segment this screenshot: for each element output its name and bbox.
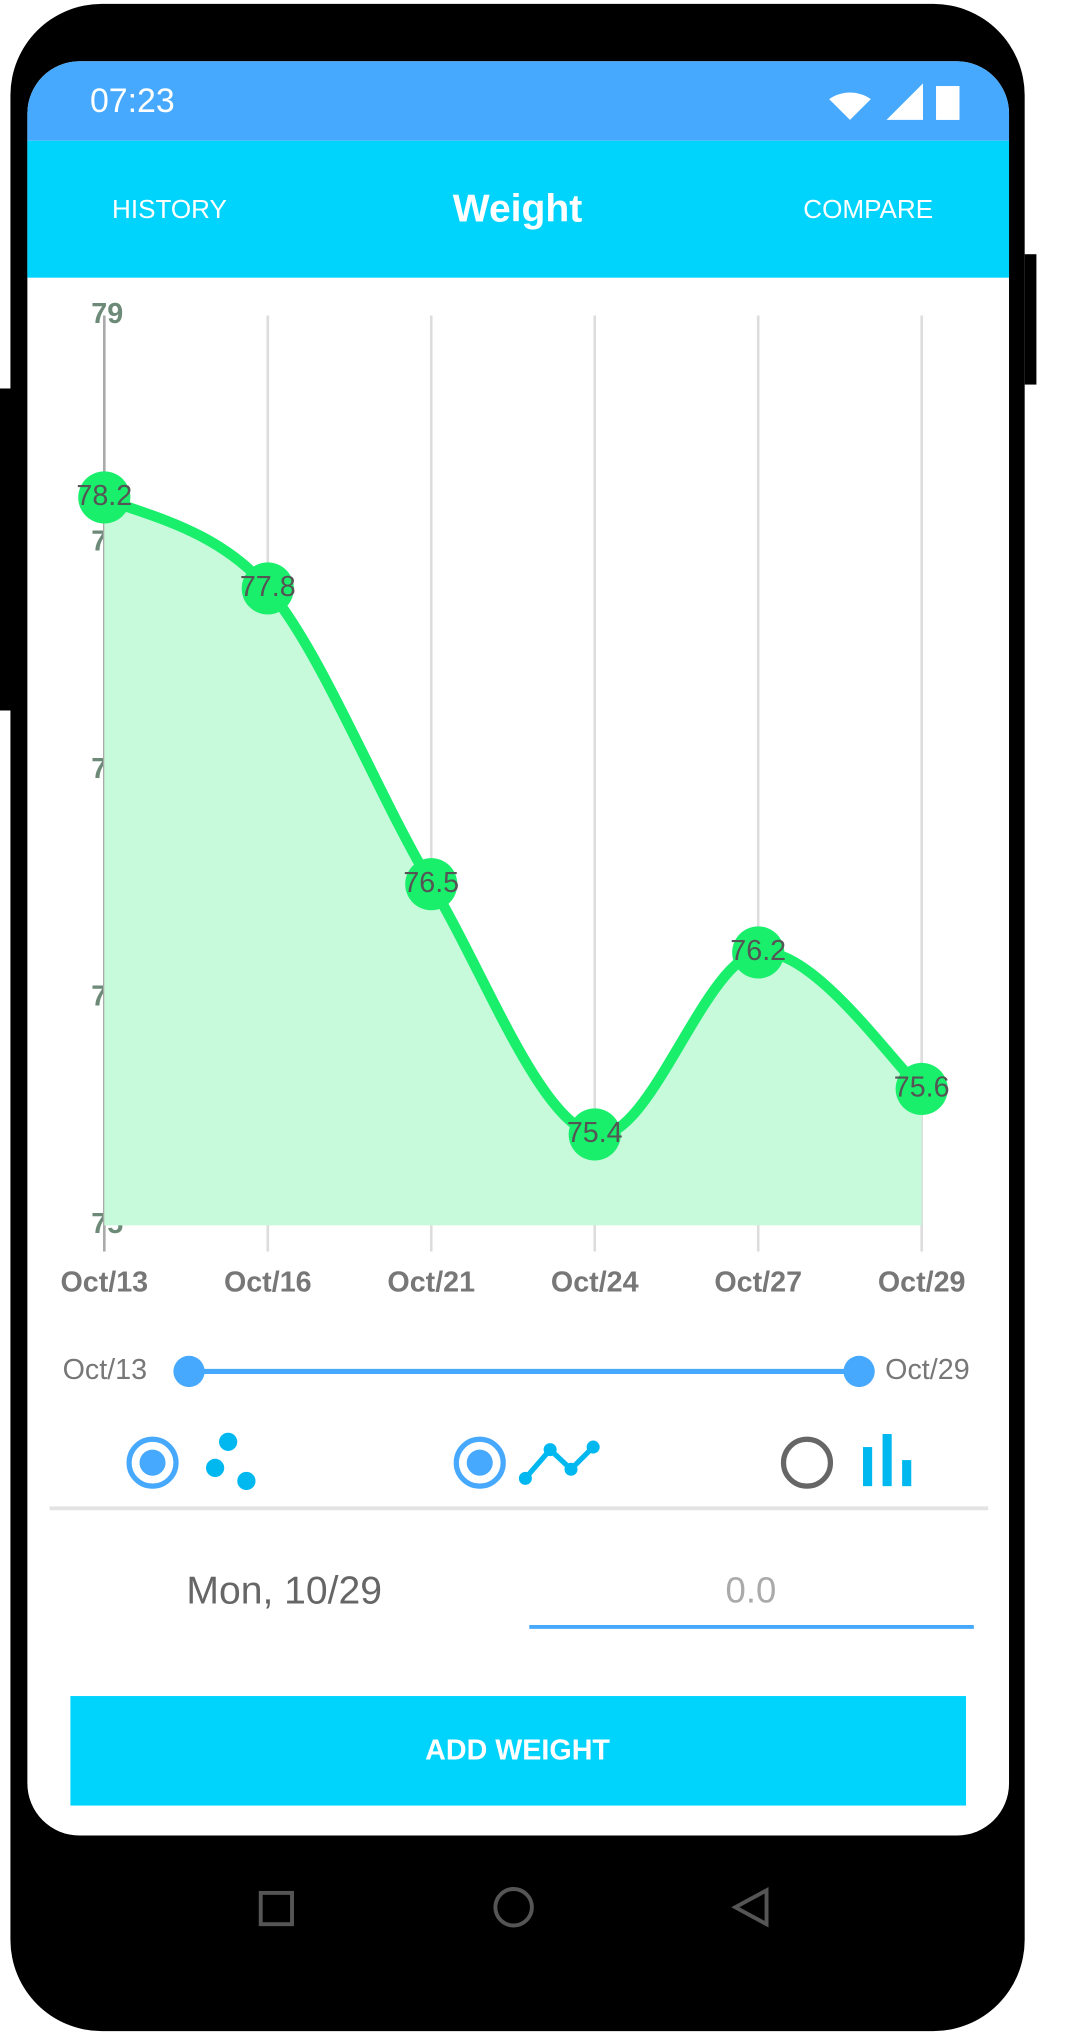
radio-bar[interactable] (780, 1436, 834, 1489)
point (78, 471, 131, 524)
side-button (0, 388, 12, 711)
data-label: 76.5 (403, 867, 459, 899)
side-button (1024, 254, 1037, 385)
history-tab[interactable]: HISTORY (112, 194, 227, 224)
status-bar (27, 61, 1010, 141)
add-button-label: ADD WEIGHT (425, 1735, 610, 1767)
point (732, 926, 785, 979)
status-time: 07:23 (90, 82, 175, 120)
scatter-icon (205, 1432, 256, 1491)
nav-home[interactable] (493, 1887, 534, 1928)
radio-dot (466, 1449, 493, 1476)
point (405, 858, 458, 911)
y-tick-label: 79 (91, 298, 123, 330)
compare-tab[interactable]: COMPARE (803, 194, 933, 224)
slider-start: Oct/13 (63, 1354, 147, 1386)
point (895, 1062, 948, 1116)
data-label: 75.4 (567, 1117, 623, 1149)
point (568, 1108, 621, 1161)
line-icon (518, 1440, 600, 1485)
slider-knob[interactable] (173, 1355, 205, 1388)
entry-date[interactable]: Mon, 10/29 (186, 1569, 382, 1612)
x-tick-label: Oct/16 (224, 1267, 312, 1299)
radio-scatter[interactable] (126, 1436, 179, 1489)
wifi-icon (829, 92, 871, 120)
nav-back[interactable] (731, 1887, 769, 1928)
data-label: 76.2 (730, 935, 786, 967)
point (241, 562, 294, 615)
data-label: 75.6 (894, 1072, 950, 1104)
add-button[interactable] (70, 1696, 967, 1806)
bar-icon (863, 1434, 912, 1487)
x-tick-label: Oct/29 (878, 1267, 966, 1299)
chart: 757677787978.277.876.575.476.275.6Oct/13… (60, 298, 965, 1299)
radio-dot (139, 1449, 166, 1476)
x-tick-label: Oct/27 (714, 1267, 802, 1299)
data-label: 78.2 (76, 480, 132, 512)
slider-end: Oct/29 (885, 1354, 969, 1386)
screen (27, 61, 1010, 1836)
app-bar (27, 140, 1010, 278)
x-tick-label: Oct/24 (551, 1267, 639, 1299)
data-label: 77.8 (240, 571, 296, 603)
x-tick-label: Oct/21 (387, 1267, 475, 1299)
area-fill (104, 497, 922, 1226)
battery-icon (936, 86, 960, 120)
nav-recent[interactable] (258, 1890, 294, 1927)
slider-knob[interactable] (843, 1355, 875, 1388)
radio-line[interactable] (453, 1436, 506, 1489)
x-tick-label: Oct/13 (60, 1267, 148, 1299)
app-title: Weight (453, 188, 583, 231)
weight-input[interactable]: 0.0 (726, 1570, 777, 1611)
